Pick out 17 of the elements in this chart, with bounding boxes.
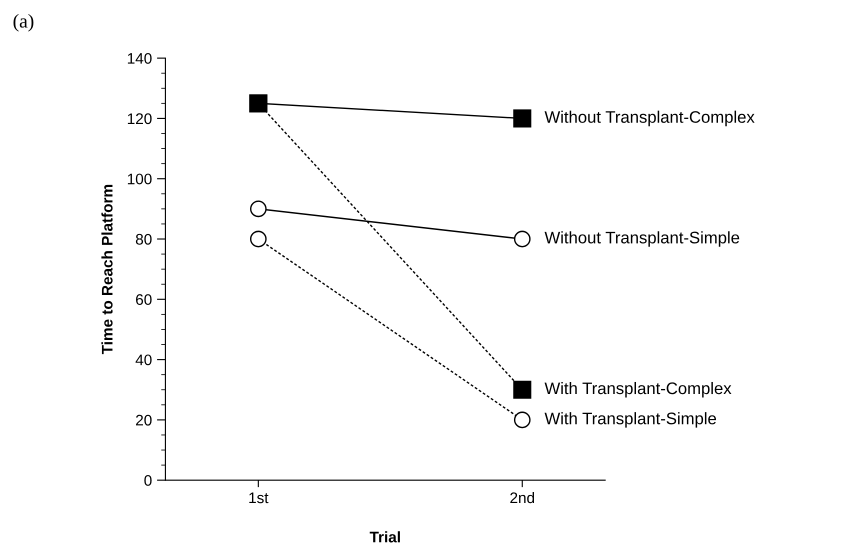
y-tick-label: 60 [136,294,152,305]
y-tick-label: 0 [144,475,152,486]
y-axis-title: Time to Reach Platform [101,184,113,354]
series-label: With Transplant-Simple [544,412,716,428]
y-tick-label: 100 [128,174,152,184]
y-tick-label: 120 [128,113,152,124]
x-axis-title: Trial [370,531,400,542]
y-tick-label: 40 [136,354,152,366]
series-label: With Transplant-Complex [544,382,732,398]
y-tick-label: 20 [136,414,152,426]
x-tick-label: 1st [249,492,268,504]
y-tick-label: 80 [136,234,152,245]
y-tick-label: 140 [128,53,152,64]
x-tick-label: 2nd [510,492,534,504]
series-label: Without Transplant-Complex [544,110,755,126]
text: (a) [14,14,34,32]
series-label: Without Transplant-Simple [544,231,740,247]
